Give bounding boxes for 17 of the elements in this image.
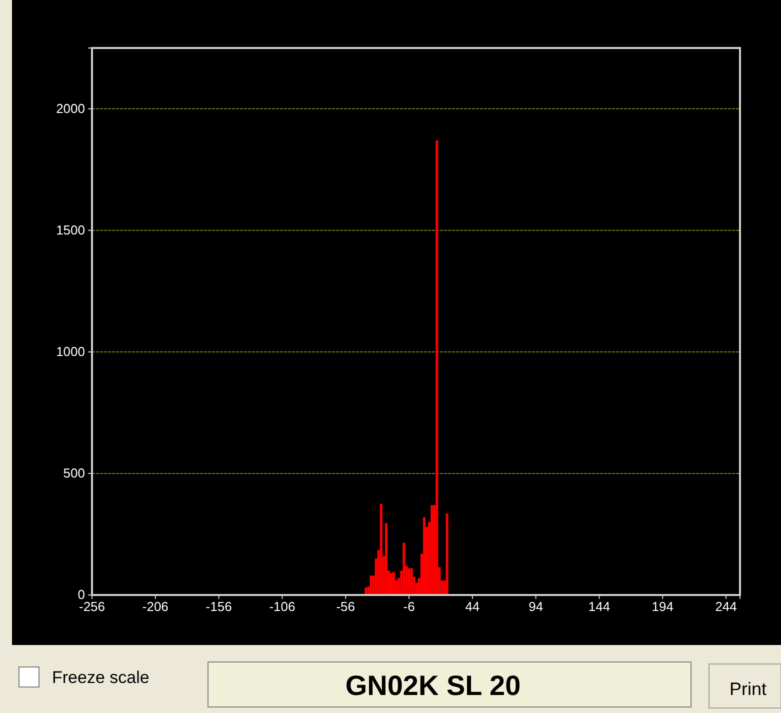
y-tick-label: 500 [63,466,85,481]
x-tick-label: -56 [336,599,356,614]
x-tick-label: -156 [206,599,232,614]
x-tick-label: -206 [142,599,168,614]
x-tick-label: -6 [403,599,415,614]
text: Print [729,679,767,699]
x-tick-label: 94 [528,599,544,614]
y-tick-label: 1500 [56,222,85,238]
x-tick-label: 144 [588,599,610,614]
x-tick-label: 44 [465,599,480,614]
text: Freeze scale [52,668,150,687]
text: GN02K SL 20 [345,670,521,701]
y-tick-label: 2000 [56,100,85,116]
x-tick-label: -106 [269,599,296,614]
x-tick-label: 194 [652,599,674,614]
x-tick-label: 244 [715,599,737,614]
y-tick-label: 1000 [56,344,85,360]
